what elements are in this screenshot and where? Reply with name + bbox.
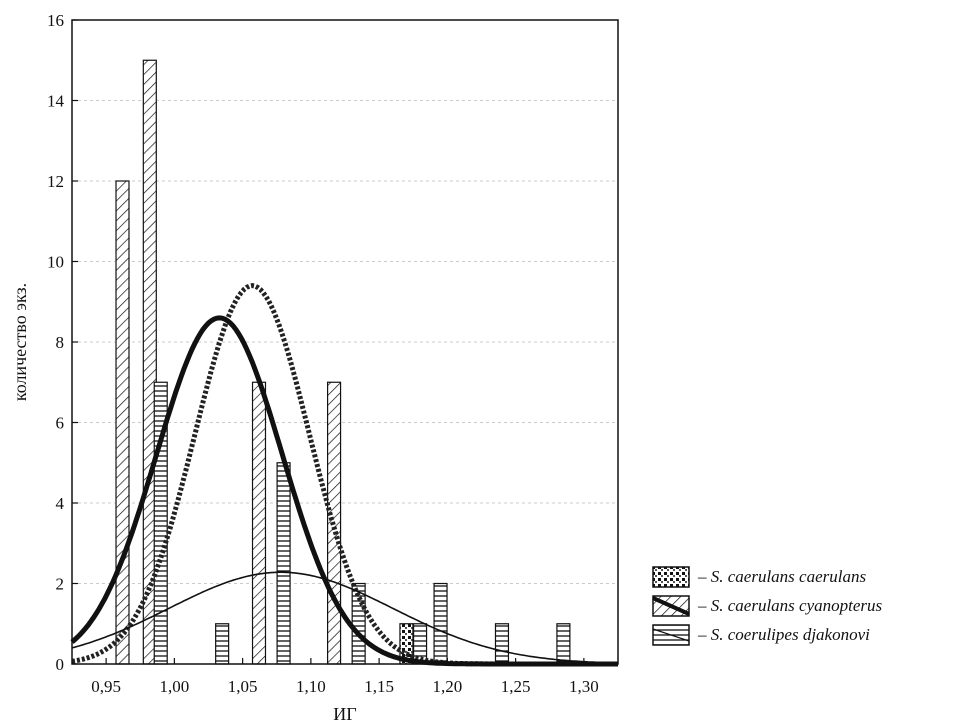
- x-tick-label: 1,30: [569, 677, 599, 696]
- bars: [115, 59, 571, 665]
- legend-item-cyanopterus: – S. caerulans cyanopterus: [652, 591, 882, 620]
- bar-horizontal-stripes: [351, 582, 366, 665]
- legend-item-djakonovi: – S. coerulipes djakonovi: [652, 620, 882, 649]
- x-tick-label: 1,25: [501, 677, 531, 696]
- x-axis-label: ИГ: [333, 704, 356, 724]
- y-tick-label: 6: [56, 414, 65, 433]
- y-tick-label: 10: [47, 253, 64, 272]
- legend: – S. caerulans caerulans – S. caerulans …: [652, 562, 882, 649]
- y-tick-label: 12: [47, 172, 64, 191]
- bar-horizontal-stripes: [433, 582, 448, 665]
- dots-pattern-swatch-icon: [652, 565, 690, 588]
- y-axis-label: количество экз.: [10, 283, 30, 401]
- x-tick-label: 1,10: [296, 677, 326, 696]
- x-tick-label: 1,15: [364, 677, 394, 696]
- y-tick-label: 2: [56, 575, 65, 594]
- axis-ticks: 0 2 4 6 8 10 12 14 16 0,95 1,00 1,05 1,10 1,15 1,20 1,2…: [47, 11, 599, 696]
- y-tick-label: 14: [47, 92, 65, 111]
- bar-horizontal-stripes: [494, 623, 510, 665]
- horizontal-stripes-swatch-icon: [652, 623, 690, 646]
- y-tick-label: 8: [56, 333, 65, 352]
- legend-label: – S. caerulans caerulans: [698, 566, 867, 586]
- y-tick-label: 4: [56, 494, 65, 513]
- x-tick-label: 1,00: [160, 677, 190, 696]
- x-tick-label: 1,20: [433, 677, 463, 696]
- bar-diagonal-hatch: [115, 180, 130, 665]
- legend-item-caerulans: – S. caerulans caerulans: [652, 562, 882, 591]
- y-tick-label: 0: [56, 655, 65, 674]
- x-tick-label: 1,05: [228, 677, 258, 696]
- density-curve: [71, 571, 619, 664]
- x-tick-label: 0,95: [91, 677, 121, 696]
- y-tick-label: 16: [47, 11, 64, 30]
- bar-diagonal-hatch: [251, 381, 267, 665]
- legend-label: – S. coerulipes djakonovi: [698, 624, 870, 644]
- bar-horizontal-stripes: [215, 623, 230, 665]
- bar-horizontal-stripes: [556, 623, 571, 665]
- diagonal-hatch-swatch-icon: [652, 594, 690, 617]
- bar-horizontal-stripes: [276, 462, 291, 665]
- legend-label: – S. caerulans cyanopterus: [698, 595, 883, 615]
